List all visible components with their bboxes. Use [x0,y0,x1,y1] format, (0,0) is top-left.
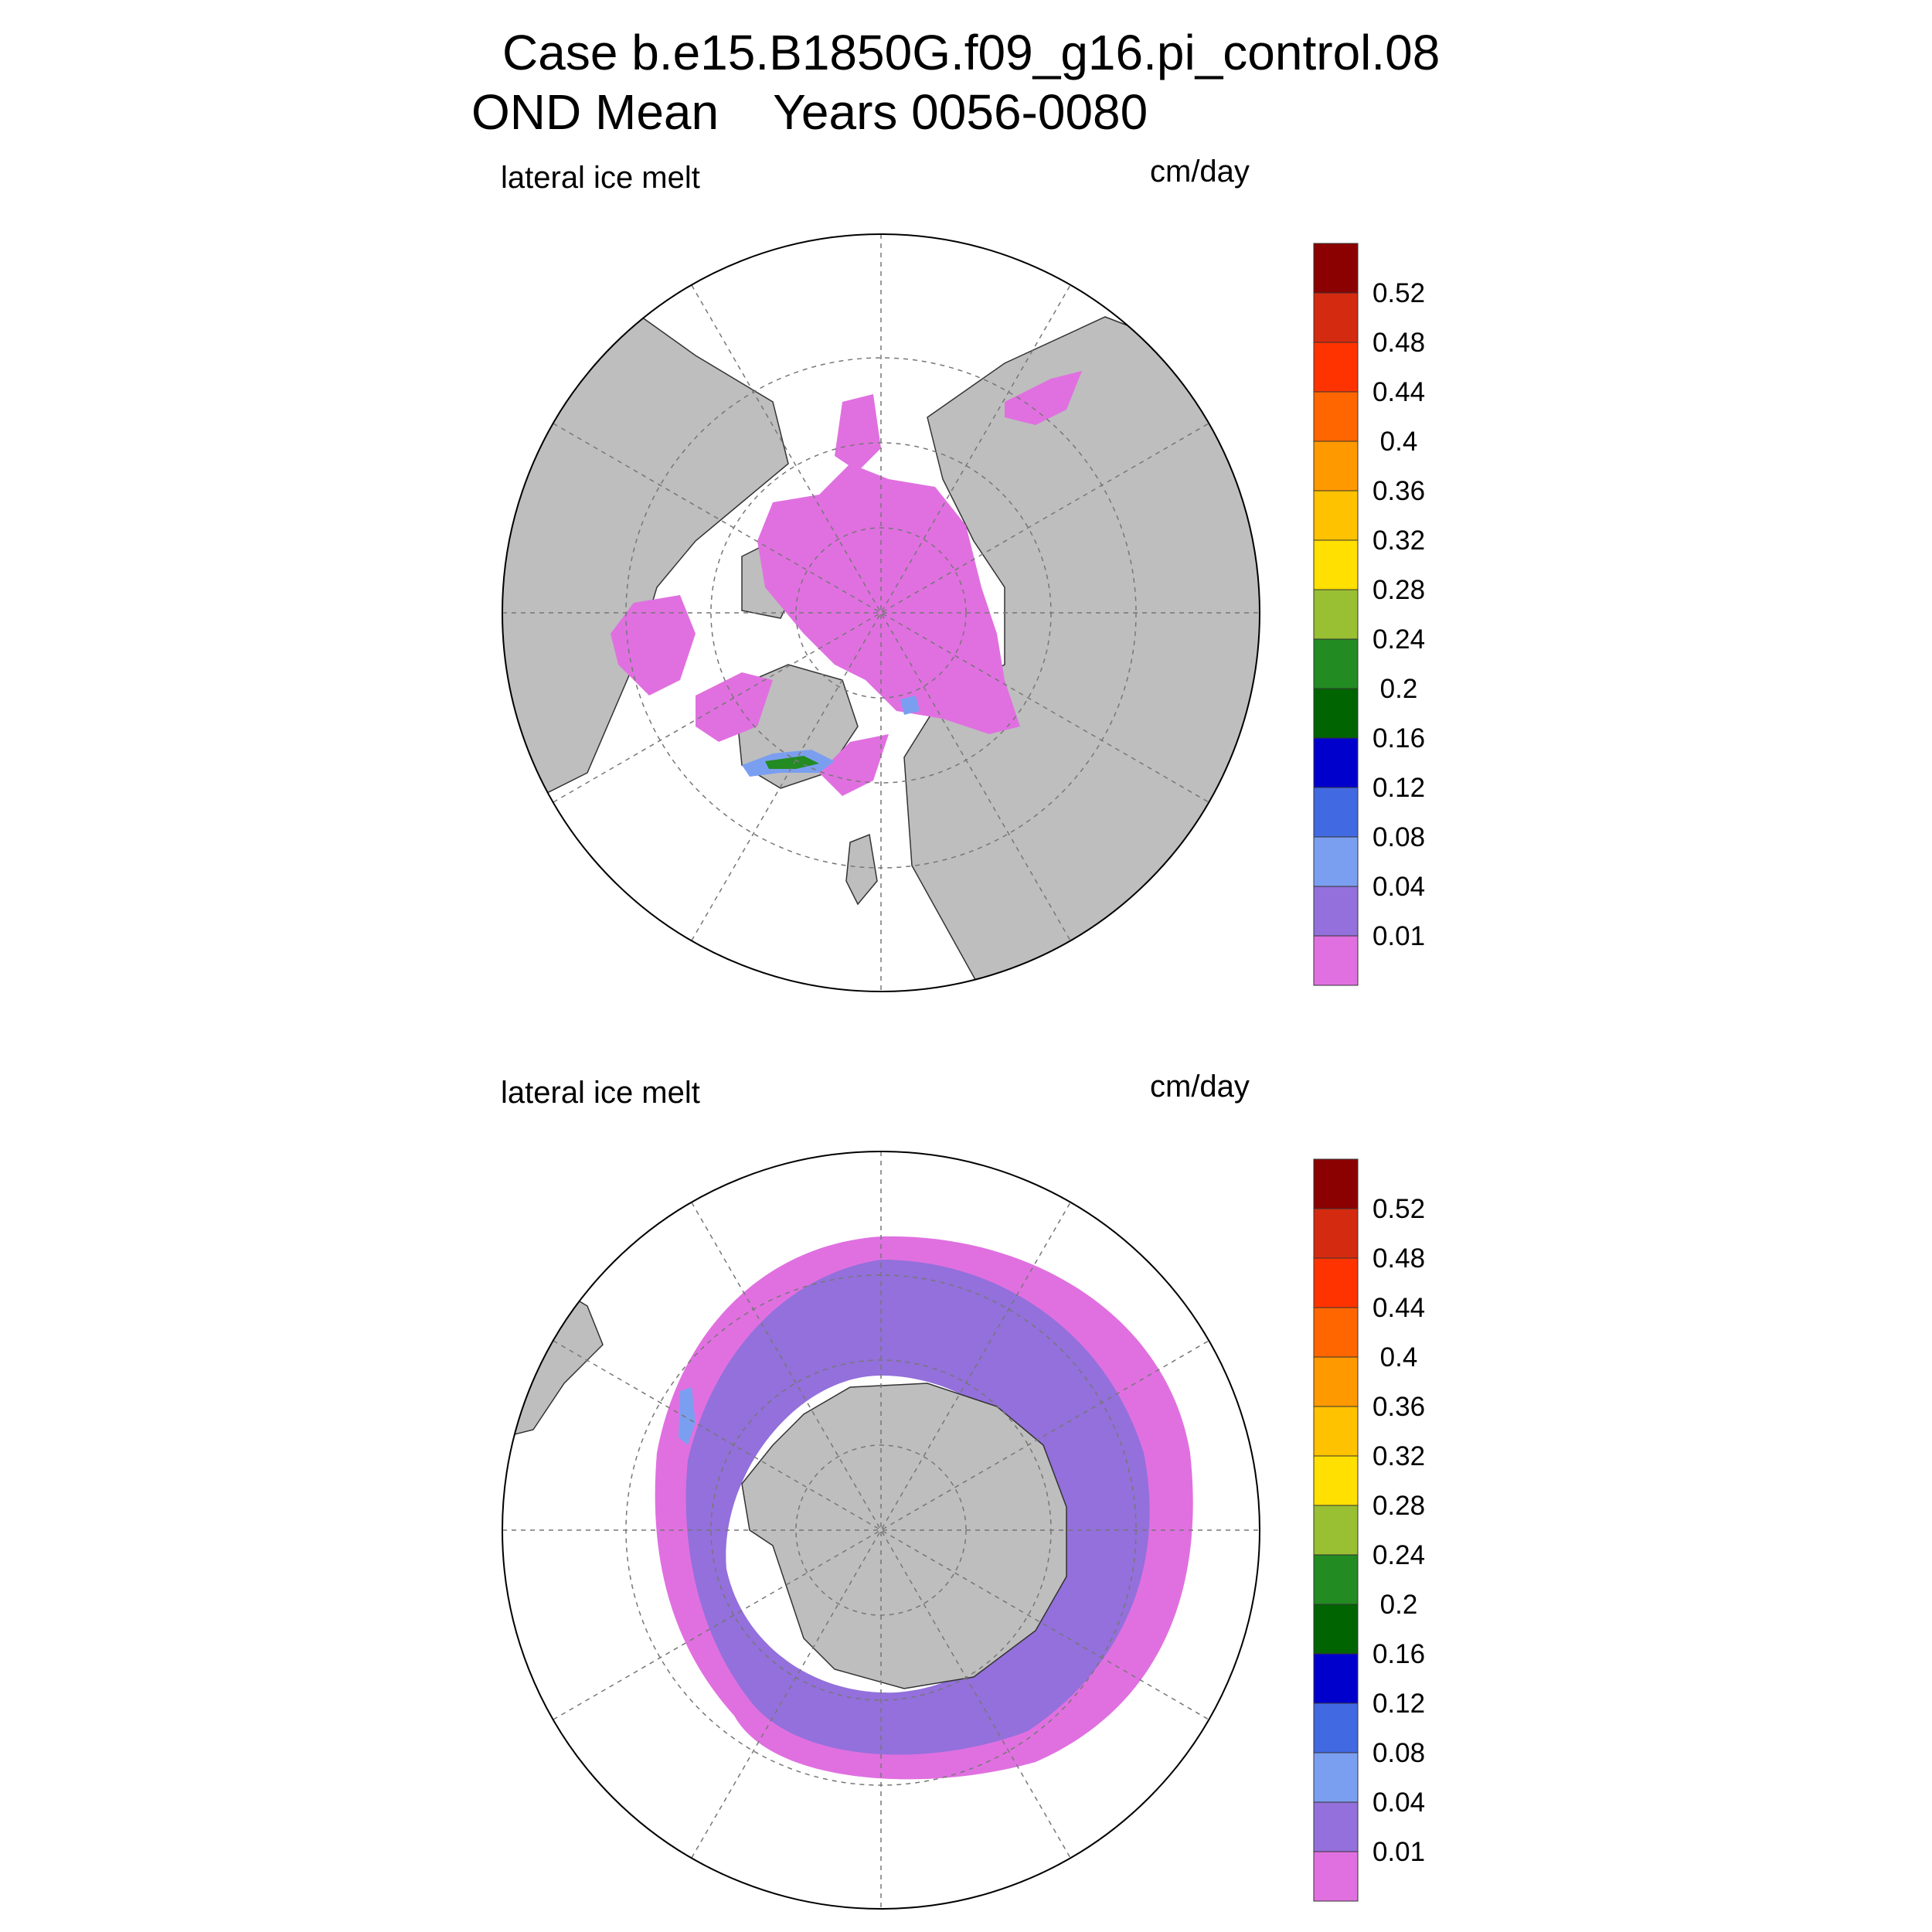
north-graticule [502,234,1260,992]
south-colorbar-tick-label: 0.01 [1372,1837,1425,1867]
south-graticule [502,1151,1260,1909]
south-colorbar-swatch [1313,1356,1359,1407]
north-colorbar-swatch [1313,737,1359,788]
north-colorbar-tick-label: 0.04 [1372,872,1425,902]
south-colorbar-swatch [1313,1406,1359,1457]
south-colorbar-tick-label: 0.16 [1372,1639,1425,1669]
south-ice-peninsula-blue [679,1387,696,1445]
title-line-2: OND Mean Years 0056-0080 [471,84,1148,140]
south-map-border [502,1151,1260,1910]
south-panel: lateral ice melt cm/day [501,1070,1260,1910]
north-colorbar-tick-label: 0.12 [1372,773,1425,803]
north-colorbar-swatch [1313,539,1359,590]
south-colorbar-swatch [1313,1505,1359,1556]
north-ice-greenland-sea [819,734,889,796]
north-ice-bering [835,394,881,471]
north-colorbar-tick-label: 0.52 [1372,278,1425,308]
south-colorbar-swatch [1313,1851,1359,1902]
north-colorbar-tick-label: 0.28 [1372,575,1425,605]
north-colorbar: 0.52 0.48 0.44 0.4 0.36 0.32 0.28 0.24 0.2 0.16 0.… [1313,243,1425,986]
north-colorbar-tick-label: 0.44 [1372,377,1425,407]
north-map-border [502,233,1260,992]
south-colorbar-tick-label: 0.44 [1372,1293,1425,1323]
south-colorbar-swatch [1313,1257,1359,1308]
north-colorbar-swatch [1313,342,1359,393]
north-colorbar-tick-label: 0.48 [1372,328,1425,358]
north-colorbar-swatch [1313,440,1359,492]
north-colorbar-swatch [1313,886,1359,937]
south-map [502,1151,1260,1909]
south-colorbar-swatch [1313,1554,1359,1605]
north-land-uk [845,833,878,906]
north-colorbar-swatch [1313,490,1359,541]
south-colorbar-tick-label: 0.32 [1372,1441,1425,1471]
north-ice-arctic [757,464,1020,734]
south-colorbar-swatch [1313,1653,1359,1704]
north-colorbar-swatch [1313,688,1359,739]
south-colorbar-tick-label: 0.48 [1372,1243,1425,1274]
south-colorbar-tick-label: 0.52 [1372,1194,1425,1224]
north-colorbar-swatch [1313,589,1359,640]
south-left-label: lateral ice melt [501,1076,700,1110]
north-left-label: lateral ice melt [501,161,700,195]
south-colorbar-swatch [1313,1752,1359,1803]
south-colorbar-tick-label: 0.4 [1380,1342,1418,1372]
north-colorbar-swatch [1313,391,1359,442]
south-colorbar-tick-label: 0.36 [1372,1392,1425,1422]
title-line-1: Case b.e15.B1850G.f09_g16.pi_control.08 [502,25,1440,80]
south-colorbar-tick-label: 0.2 [1380,1590,1418,1620]
south-colorbar-tick-label: 0.24 [1372,1540,1425,1570]
south-colorbar-swatch [1313,1455,1359,1506]
north-colorbar-swatch [1313,292,1359,343]
north-colorbar-tick-label: 0.32 [1372,526,1425,556]
north-colorbar-tick-label: 0.08 [1372,822,1425,852]
north-colorbar-swatch [1313,243,1359,294]
south-colorbar-tick-label: 0.12 [1372,1689,1425,1719]
north-colorbar-tick-label: 0.16 [1372,723,1425,753]
north-ice-svalbard [900,696,920,715]
north-colorbar-tick-label: 0.36 [1372,476,1425,506]
north-colorbar-tick-label: 0.2 [1380,674,1418,704]
north-colorbar-tick-label: 0.24 [1372,624,1425,655]
north-colorbar-swatch [1313,836,1359,887]
south-colorbar-swatch [1313,1702,1359,1753]
south-colorbar-tick-label: 0.04 [1372,1787,1425,1818]
south-colorbar-swatch [1313,1307,1359,1358]
north-panel: lateral ice melt cm/day [501,155,1260,992]
north-map [502,234,1260,992]
south-colorbar-tick-label: 0.08 [1372,1738,1425,1768]
south-colorbar-swatch [1313,1801,1359,1852]
north-colorbar-swatch [1313,638,1359,689]
north-colorbar-tick-label: 0.01 [1372,921,1425,951]
north-colorbar-tick-label: 0.4 [1380,427,1418,457]
south-colorbar-tick-label: 0.28 [1372,1491,1425,1521]
north-colorbar-swatch [1313,787,1359,838]
south-land-antarctica [741,1383,1067,1689]
south-colorbar-swatch [1313,1604,1359,1655]
north-ice-hudson [611,595,696,696]
north-units-label: cm/day [1150,155,1250,189]
south-units-label: cm/day [1150,1070,1250,1104]
north-ice-okhotsk [1005,371,1082,425]
north-colorbar-swatch [1313,935,1359,986]
south-colorbar-swatch [1313,1158,1359,1209]
south-colorbar-swatch [1313,1208,1359,1259]
south-colorbar: 0.52 0.48 0.44 0.4 0.36 0.32 0.28 0.24 0.2 0.16 0.… [1313,1158,1425,1902]
